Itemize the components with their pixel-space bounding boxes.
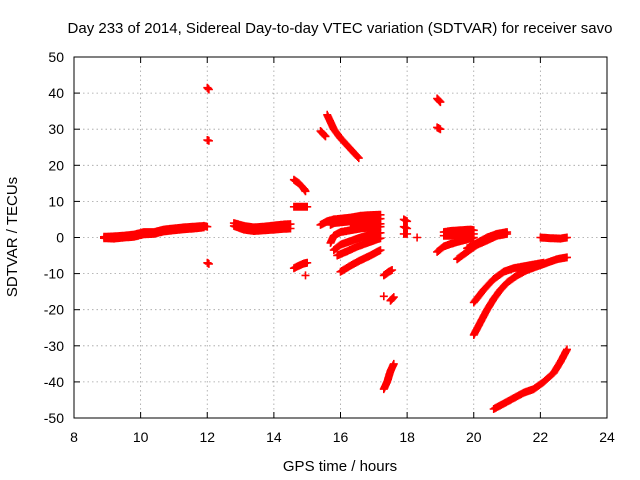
marker-trail [433,233,478,256]
marker-trail [323,110,363,163]
series-s26 [399,222,412,233]
series-s24 [379,292,388,301]
marker-trail [336,246,385,276]
series-s28 [413,233,422,242]
marker-trail [379,359,398,394]
y-tick-label: -40 [44,374,64,390]
series-s7 [229,221,295,235]
marker-trail [463,228,512,253]
y-tick-label: -30 [44,338,64,354]
data-marks [100,83,571,413]
x-tick-label: 14 [266,429,282,445]
marker-trail [379,292,388,301]
series-s25 [399,215,412,226]
marker-trail [333,234,385,260]
series-s15 [326,214,385,229]
series-s11 [301,271,310,280]
marker-trail [413,233,422,242]
marker-trail [469,253,571,339]
series-s29 [433,94,445,107]
y-tick-label: -10 [44,266,64,282]
x-axis: 8 10 12 14 16 18 20 22 24 [70,57,615,445]
marker-trail [289,175,310,196]
series-s38 [536,233,571,243]
series-s9 [289,202,312,211]
x-tick-label: 10 [133,429,149,445]
x-tick-label: 18 [399,429,415,445]
marker-trail [379,266,397,280]
x-tick-label: 12 [199,429,215,445]
marker-trail [439,229,478,240]
marker-trail [289,258,312,273]
series-s17 [326,222,385,247]
y-tick-label: 50 [48,49,64,65]
series-s10 [289,258,312,273]
y-tick-label: 20 [48,157,64,173]
series-s39 [489,345,571,413]
marker-trail [399,222,412,233]
marker-trail [100,223,208,243]
series-s20 [336,246,385,276]
marker-trail [289,202,312,211]
marker-trail [399,215,412,226]
series-s19 [333,234,385,260]
marker-trail [433,123,445,134]
series-s33 [439,229,478,240]
series-s2 [100,223,208,243]
series-s30 [433,123,445,134]
marker-trail [536,233,571,243]
marker-trail [316,127,330,141]
y-axis-label: SDTVAR / TECUs [4,177,21,297]
y-tick-label: 40 [48,85,64,101]
series-s23 [386,293,398,305]
x-tick-label: 22 [533,429,549,445]
series-s3 [203,83,213,94]
x-tick-label: 8 [70,429,78,445]
chart-title: Day 233 of 2014, Sidereal Day-to-day VTE… [68,20,613,37]
x-tick-label: 16 [333,429,349,445]
series-s37 [469,253,571,339]
marker-trail [433,94,445,107]
series-s31 [433,233,478,256]
marker-trail [203,136,213,145]
series-s21 [379,266,397,280]
marker-trail [329,228,385,255]
y-tick-label: 30 [48,121,64,137]
series-s13 [323,110,363,163]
series-s12 [316,127,330,141]
marker-trail [386,293,398,305]
series-s27 [399,229,412,238]
marker-trail [489,345,571,413]
x-axis-label: GPS time / hours [283,458,397,475]
x-tick-label: 24 [599,429,615,445]
marker-trail [229,221,295,235]
marker-trail [326,214,385,229]
marker-trail [301,271,310,280]
series-s35 [463,228,512,253]
y-tick-label: 0 [56,230,64,246]
marker-trail [203,83,213,94]
series-s22 [379,359,398,394]
series-s8 [289,175,310,196]
marker-trail [326,222,385,247]
x-tick-label: 20 [466,429,482,445]
series-s5 [203,258,213,268]
y-tick-label: -50 [44,410,64,426]
series-s4 [203,136,213,145]
y-axis: -50 -40 -30 -20 -10 0 10 20 30 40 50 [44,49,607,426]
y-tick-label: -20 [44,302,64,318]
marker-trail [203,258,213,268]
series-s18 [329,228,385,255]
y-tick-label: 10 [48,193,64,209]
marker-trail [399,229,412,238]
